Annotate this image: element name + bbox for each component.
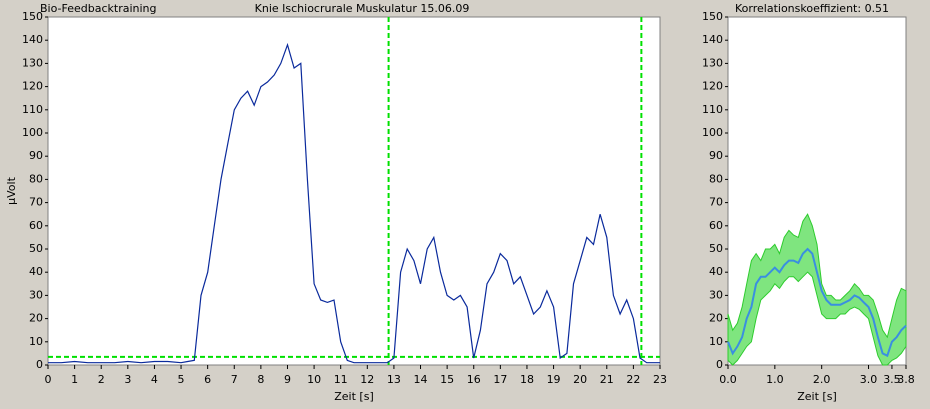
x-tick-label: 9 [284, 373, 291, 386]
x-tick-label: 21 [600, 373, 614, 386]
x-tick-label: 16 [467, 373, 481, 386]
y-tick-label: 40 [29, 265, 43, 278]
y-tick-label: 60 [709, 219, 723, 232]
x-tick-label: 10 [307, 373, 321, 386]
y-tick-label: 50 [709, 242, 723, 255]
x-tick-label: 0.0 [719, 373, 737, 386]
y-tick-label: 100 [702, 126, 723, 139]
y-tick-label: 90 [709, 149, 723, 162]
y-axis-label: µVolt [5, 176, 18, 204]
y-tick-label: 50 [29, 242, 43, 255]
y-tick-label: 40 [709, 265, 723, 278]
y-tick-label: 140 [22, 33, 43, 46]
x-tick-label: 2.0 [813, 373, 831, 386]
x-tick-label: 8 [257, 373, 264, 386]
y-tick-label: 0 [36, 358, 43, 371]
y-tick-label: 20 [709, 312, 723, 325]
x-tick-label: 17 [493, 373, 507, 386]
x-tick-label: 13 [387, 373, 401, 386]
x-tick-label: 6 [204, 373, 211, 386]
x-tick-label: 22 [626, 373, 640, 386]
y-tick-label: 10 [29, 335, 43, 348]
x-tick-label: 3 [124, 373, 131, 386]
y-tick-label: 0 [716, 358, 723, 371]
y-tick-label: 60 [29, 219, 43, 232]
x-tick-label: 11 [334, 373, 348, 386]
y-tick-label: 110 [702, 103, 723, 116]
x-tick-label: 4 [151, 373, 158, 386]
chart-title: Bio-Feedbacktraining [40, 2, 157, 15]
x-tick-label: 3.5 [883, 373, 901, 386]
x-tick-label: 20 [573, 373, 587, 386]
x-tick-label: 3.0 [860, 373, 878, 386]
y-tick-label: 120 [702, 80, 723, 93]
x-tick-label: 5 [178, 373, 185, 386]
y-tick-label: 90 [29, 149, 43, 162]
x-tick-label: 0 [45, 373, 52, 386]
y-tick-label: 110 [22, 103, 43, 116]
x-tick-label: 18 [520, 373, 534, 386]
x-tick-label: 3.8 [897, 373, 915, 386]
y-tick-label: 150 [702, 10, 723, 23]
y-tick-label: 120 [22, 80, 43, 93]
y-tick-label: 30 [709, 288, 723, 301]
y-tick-label: 130 [702, 56, 723, 69]
y-tick-label: 150 [22, 10, 43, 23]
y-tick-label: 10 [709, 335, 723, 348]
y-tick-label: 100 [22, 126, 43, 139]
x-tick-label: 12 [360, 373, 374, 386]
y-tick-label: 80 [29, 172, 43, 185]
y-tick-label: 30 [29, 288, 43, 301]
x-axis-label: Zeit [s] [797, 390, 836, 403]
x-tick-label: 1.0 [766, 373, 784, 386]
chart-subtitle: Knie Ischiocrurale Muskulatur 15.06.09 [255, 2, 470, 15]
x-tick-label: 15 [440, 373, 454, 386]
y-tick-label: 140 [702, 33, 723, 46]
y-tick-label: 20 [29, 312, 43, 325]
x-tick-label: 14 [414, 373, 428, 386]
y-tick-label: 70 [29, 196, 43, 209]
x-tick-label: 19 [547, 373, 561, 386]
y-tick-label: 80 [709, 172, 723, 185]
plot-area [47, 16, 661, 366]
series-line [727, 247, 907, 358]
band [727, 213, 907, 366]
x-tick-label: 1 [71, 373, 78, 386]
x-axis-label: Zeit [s] [334, 390, 373, 403]
series-line [48, 42, 660, 364]
y-tick-label: 70 [709, 196, 723, 209]
y-tick-label: 130 [22, 56, 43, 69]
x-tick-label: 23 [653, 373, 667, 386]
x-tick-label: 7 [231, 373, 238, 386]
x-tick-label: 2 [98, 373, 105, 386]
chart-title: Korrelationskoeffizient: 0.51 [735, 2, 889, 15]
